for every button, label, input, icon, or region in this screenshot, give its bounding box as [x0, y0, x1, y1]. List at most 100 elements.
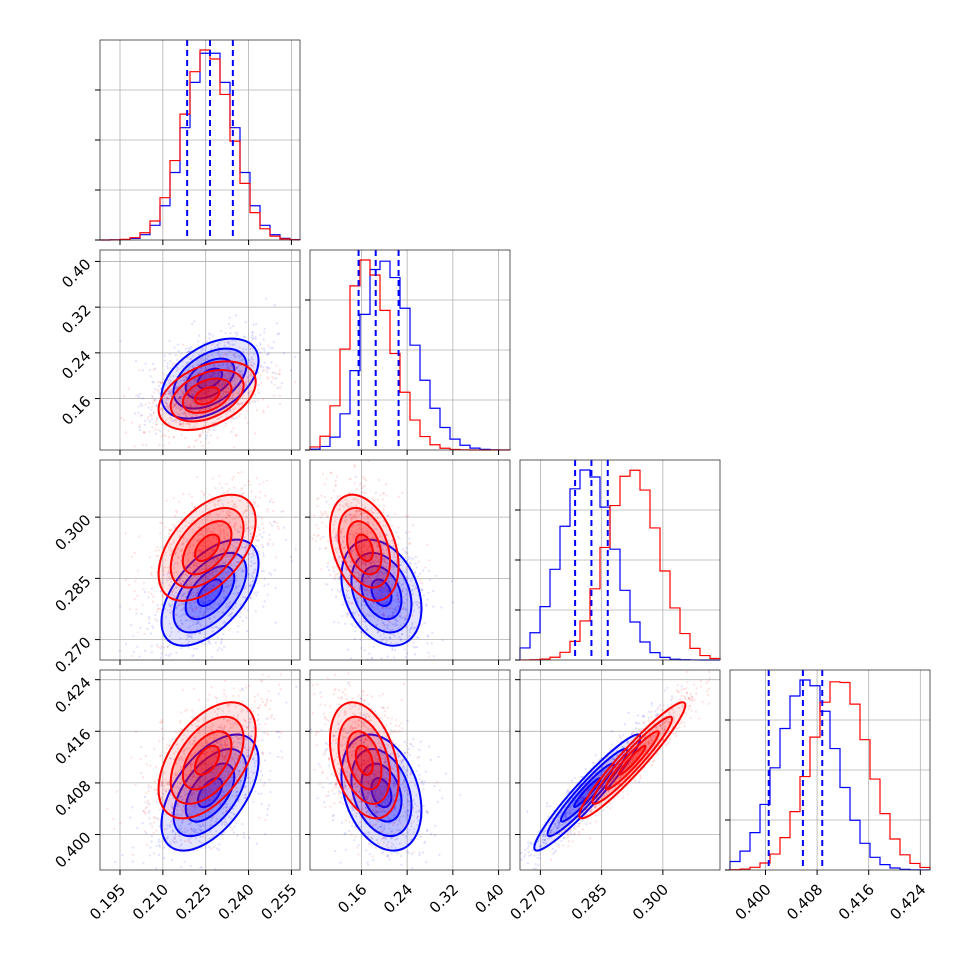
- sample-point: [203, 391, 206, 394]
- sample-point: [164, 876, 166, 878]
- sample-point: [206, 381, 209, 384]
- sample-point: [209, 772, 212, 775]
- sample-point: [187, 392, 191, 396]
- sample-point: [124, 532, 127, 535]
- sample-point: [169, 380, 173, 384]
- sample-point: [165, 399, 168, 402]
- sample-point: [220, 640, 223, 643]
- contour-level: [354, 533, 374, 563]
- sample-point: [238, 402, 241, 405]
- sample-point: [411, 614, 414, 617]
- sample-point: [198, 619, 201, 623]
- sample-point: [213, 499, 216, 502]
- sample-point: [226, 553, 229, 556]
- sample-point: [418, 605, 421, 609]
- sample-point: [225, 364, 229, 367]
- sample-point: [226, 492, 229, 495]
- sample-point: [193, 579, 197, 582]
- sample-point: [219, 549, 222, 552]
- sample-point: [216, 503, 219, 506]
- sample-point: [352, 524, 355, 527]
- sample-point: [189, 635, 192, 638]
- sample-point: [379, 596, 382, 599]
- sample-point: [376, 545, 379, 548]
- sample-point: [362, 511, 365, 515]
- sample-point: [401, 590, 404, 593]
- sample-point: [211, 571, 214, 575]
- sample-point: [373, 567, 376, 570]
- sample-point: [167, 406, 170, 409]
- sample-point: [229, 332, 232, 335]
- sample-point: [177, 556, 180, 560]
- sample-point: [206, 549, 210, 552]
- sample-point: [219, 803, 222, 806]
- sample-point: [346, 583, 349, 586]
- sample-point: [404, 655, 407, 659]
- sample-point: [197, 539, 200, 542]
- sample-point: [397, 536, 400, 539]
- sample-point: [263, 369, 266, 372]
- sample-point: [150, 408, 153, 411]
- sample-point: [208, 389, 211, 392]
- sample-point: [245, 509, 248, 512]
- sample-point: [391, 607, 394, 610]
- sample-point: [402, 605, 405, 608]
- sample-point: [200, 417, 203, 420]
- sample-point: [251, 364, 254, 367]
- sample-point: [240, 382, 243, 385]
- sample-point: [376, 560, 380, 564]
- sample-point: [175, 586, 178, 589]
- sample-point: [399, 568, 402, 571]
- sample-point: [373, 555, 376, 558]
- sample-point: [181, 391, 184, 394]
- sample-point: [240, 570, 243, 573]
- sample-point: [192, 774, 195, 778]
- sample-point: [198, 399, 201, 402]
- contour-level: [360, 565, 403, 621]
- sample-point: [186, 422, 189, 425]
- sample-point: [360, 512, 363, 516]
- sample-point: [260, 792, 263, 795]
- sample-point: [262, 338, 265, 341]
- sample-point: [357, 543, 360, 547]
- sample-point: [233, 722, 236, 725]
- sample-point: [272, 394, 275, 397]
- sample-point: [359, 512, 362, 516]
- sample-point: [194, 391, 197, 394]
- sample-point: [385, 606, 388, 609]
- sample-point: [364, 603, 367, 607]
- sample-point: [169, 416, 172, 420]
- sample-point: [250, 357, 253, 360]
- sample-point: [383, 624, 386, 627]
- sample-point: [204, 614, 207, 617]
- sample-point: [235, 378, 239, 381]
- sample-point: [393, 618, 396, 622]
- sample-point: [378, 571, 381, 574]
- sample-point: [289, 555, 293, 558]
- sample-point: [369, 611, 372, 614]
- sample-point: [193, 394, 196, 397]
- sample-point: [378, 504, 381, 507]
- sample-point: [238, 392, 241, 395]
- sample-point: [389, 629, 392, 632]
- sample-point: [256, 399, 259, 402]
- sample-point: [179, 560, 183, 563]
- sample-point: [241, 619, 244, 622]
- sample-point: [272, 377, 275, 380]
- sample-point: [233, 761, 237, 765]
- sample-point: [385, 533, 388, 536]
- sample-point: [231, 380, 234, 383]
- sample-point: [172, 840, 175, 843]
- sample-point: [177, 555, 180, 558]
- sample-point: [238, 415, 241, 418]
- sample-point: [175, 813, 178, 816]
- sample-point: [440, 606, 443, 609]
- sample-point: [363, 544, 366, 547]
- sample-point: [395, 562, 398, 565]
- sample-point: [203, 384, 206, 387]
- sample-point: [177, 367, 180, 370]
- sample-point: [139, 414, 142, 417]
- sample-point: [169, 529, 172, 532]
- sample-point: [367, 568, 370, 571]
- sample-point: [374, 508, 377, 511]
